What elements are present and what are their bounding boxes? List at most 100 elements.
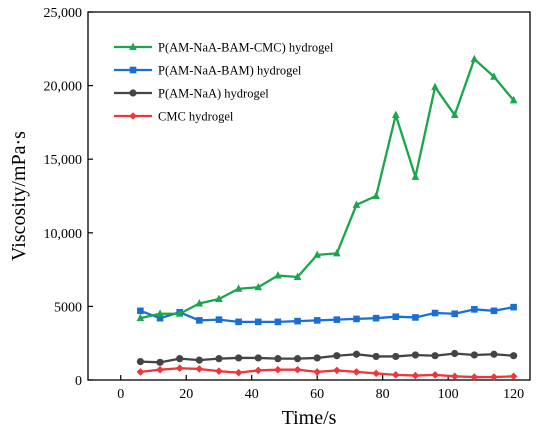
data-point [352,368,361,376]
data-point [234,368,243,377]
data-point [391,110,400,119]
data-point [470,373,479,381]
legend-label: CMC hydrogel [158,110,234,124]
y-axis-title: Viscosity/mPa·s [8,131,30,261]
data-point [234,284,243,292]
data-point [313,368,321,376]
data-point [156,365,164,374]
legend-label: P(AM-NaA) hydrogel [158,87,269,101]
data-point [470,351,478,359]
series-p-am-naa-bam-cmc-hydrogel [136,54,518,322]
data-point [471,306,478,313]
data-point [392,313,400,321]
data-point [391,371,400,379]
x-tick-label: 0 [117,387,124,402]
data-point [156,358,164,366]
plot-area-border [87,11,531,381]
series-p-am-naa-hydrogel [136,349,518,366]
data-point [333,316,341,323]
data-point [510,352,518,360]
data-point [136,358,144,366]
data-point [431,352,439,360]
data-point [509,372,518,381]
data-point [333,366,341,375]
data-point [431,371,439,379]
data-point [313,354,321,362]
data-point [431,82,439,91]
data-point [137,307,144,315]
data-point [235,354,243,362]
data-point [175,364,184,373]
data-point [450,110,459,119]
data-point [490,307,498,315]
data-point [293,365,302,374]
data-point [195,356,203,364]
data-point [175,309,184,317]
data-point [136,313,145,322]
x-tick-label: 40 [245,387,259,402]
data-point [293,355,302,363]
data-point [333,249,341,257]
data-point [274,355,282,363]
x-tick-label: 80 [376,387,390,402]
data-point [333,352,341,360]
data-point [195,299,204,307]
legend-marker [129,66,137,74]
data-point [372,314,380,322]
data-point [372,369,380,378]
data-point [156,314,164,322]
data-point [254,366,263,375]
data-point [412,314,419,321]
data-point [254,354,262,362]
legend-item: P(AM-NaA) hydrogel [114,87,269,101]
legend-item: CMC hydrogel [114,110,234,124]
data-point [176,355,184,363]
data-point [353,315,360,323]
x-axis-title: Time/s [282,407,337,429]
data-point [411,351,420,359]
data-point [294,317,301,325]
data-point [274,271,282,279]
legend-item: P(AM-NaA-BAM-CMC) hydrogel [114,41,334,55]
data-point [254,282,263,291]
data-point [196,317,203,324]
data-point [352,350,361,358]
x-tick-label: 100 [438,387,459,402]
y-tick-label: 25,000 [44,6,83,21]
data-point [215,367,223,375]
data-point [274,365,282,374]
data-point [392,352,400,361]
series-cmc-hydrogel [136,364,518,381]
x-tick-label: 120 [503,387,524,402]
data-point [431,309,439,317]
y-tick-label: 20,000 [44,80,83,95]
data-point [352,200,361,208]
data-point [215,294,223,303]
legend-marker [129,89,137,97]
series-p-am-naa-bam-hydrogel [137,303,517,326]
y-tick-label: 5000 [54,300,82,315]
data-point [411,371,420,380]
data-point [490,373,498,381]
data-point [451,349,459,358]
x-tick-label: 60 [310,387,324,402]
data-point [313,317,321,324]
series-line [140,57,515,320]
data-point [372,352,380,361]
data-point [156,309,164,317]
data-point [293,272,302,280]
data-point [215,316,223,323]
legend-label: P(AM-NaA-BAM-CMC) hydrogel [158,41,334,55]
data-point [411,172,420,180]
legend-marker [129,42,137,50]
data-point [510,303,517,311]
data-point [254,318,262,326]
data-point [274,318,282,326]
legend-marker [129,112,137,120]
data-point [490,350,498,358]
data-point [313,250,321,258]
data-point [509,95,518,104]
data-point [136,368,145,376]
data-point [372,191,380,199]
